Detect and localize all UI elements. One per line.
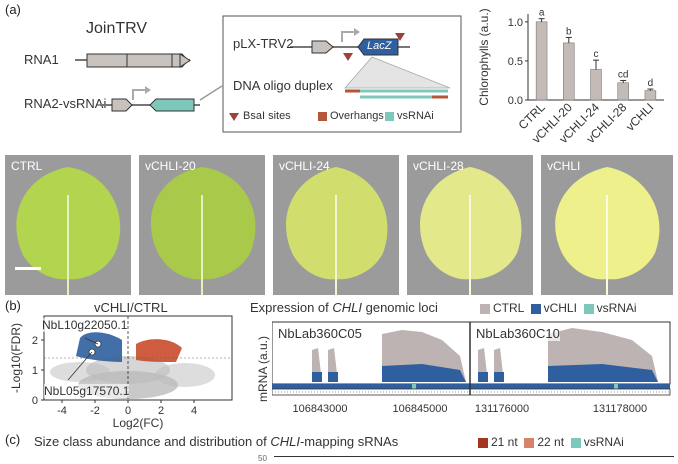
gene1-label: NbL10g22050.1 (42, 318, 128, 332)
locus1-label: NbLab360C05 (278, 326, 362, 341)
panel-c-title: Size class abundance and distribution of… (34, 434, 399, 449)
panel-c-label: (c) (5, 432, 21, 447)
volcano-ytick: 0 (32, 395, 38, 407)
expression-legend: CTRL vCHLI vsRNAi (480, 301, 637, 315)
bar-vchli (644, 90, 657, 101)
construct-schematic (75, 15, 462, 133)
rna1-label: RNA1 (24, 52, 59, 67)
volcano-xtick: -2 (90, 405, 100, 417)
leaf-tag-ctrl: CTRL (11, 159, 43, 173)
legend-vsrnai: vsRNAi (397, 110, 434, 122)
panel-c-partial-tick: 50 (258, 454, 267, 463)
leaf-photo-vchli: vCHLI (541, 155, 673, 295)
oligo-label: DNA oligo duplex (233, 78, 333, 93)
volcano-title: vCHLI/CTRL (94, 300, 168, 315)
rna1-body (86, 53, 173, 68)
bar-vchli-24 (590, 69, 602, 101)
significance-letter: cd (618, 69, 629, 80)
volcano-ylabel: -Log10(FDR) (9, 323, 23, 393)
gene2-label: NbL05g17570.1 (44, 384, 130, 398)
bar-vchli-28 (617, 82, 629, 101)
volcano-xtick: -4 (57, 405, 67, 417)
coord-tick: 131176000 (475, 403, 529, 415)
leaf-tag-vchli20: vCHLI-20 (145, 159, 196, 173)
coord-tick: 106845000 (392, 403, 447, 415)
coord-tick: 106843000 (292, 403, 347, 415)
locus2-label: NbLab360C10 (476, 326, 560, 341)
panel-c-legend: 21 nt 22 nt vsRNAi (478, 435, 624, 449)
significance-letter: c (594, 49, 599, 60)
leaf-photo-vchli24: vCHLI-24 (273, 155, 399, 295)
legend-overhangs: Overhangs (330, 110, 384, 122)
bar-chart-ytick-label: 0.5 (508, 56, 523, 68)
volcano-ytick: 1 (32, 365, 38, 377)
expression-title: Expression of CHLI genomic loci (250, 300, 438, 315)
leaf-tag-vchli24: vCHLI-24 (279, 159, 330, 173)
leaf-tag-vchli28: vCHLI-28 (413, 159, 464, 173)
bar-chart-ylabel: Chlorophylls (a.u.) (477, 8, 491, 105)
bar-ctrl (535, 21, 548, 101)
leaf-photo-ctrl: CTRL (5, 155, 131, 295)
expression-tracks: 106843000 106845000 131176000 131178000 (272, 321, 671, 415)
bar-chart-ytick-label: 0.0 (508, 95, 523, 107)
mrna-label: mRNA (a.u.) (256, 335, 270, 402)
volcano-ytick: 2 (32, 335, 38, 347)
jointrv-title: JoinTRV (86, 20, 148, 37)
leaf-tag-vchli: vCHLI (547, 159, 581, 173)
bar-vchli-20 (563, 42, 575, 101)
lacz-label: LacZ (367, 40, 392, 52)
bar-chart-ytick-label: 1.0 (508, 17, 523, 29)
vector-label: pLX-TRV2 (233, 36, 294, 51)
leaf-photo-vchli28: vCHLI-28 (407, 155, 533, 295)
significance-letter: a (539, 8, 545, 19)
legend-bsai: BsaI sites (243, 110, 291, 122)
volcano-xtick: 2 (158, 405, 164, 417)
leaf-photo-vchli20: vCHLI-20 (139, 155, 265, 295)
bar-category-label: vCHLI (623, 100, 656, 133)
significance-letter: b (566, 26, 572, 37)
panel-b-label: (b) (5, 298, 21, 313)
volcano-xtick: 4 (191, 405, 197, 417)
significance-letter: d (648, 78, 654, 89)
volcano-xlabel: Log2(FC) (113, 416, 164, 430)
panel-c-axis-top (274, 456, 674, 457)
coord-tick: 131178000 (593, 403, 647, 415)
panel-a-label: (a) (5, 2, 21, 17)
rna2-label: RNA2-vsRNAi (24, 96, 107, 111)
volcano-xtick: 0 (125, 405, 131, 417)
